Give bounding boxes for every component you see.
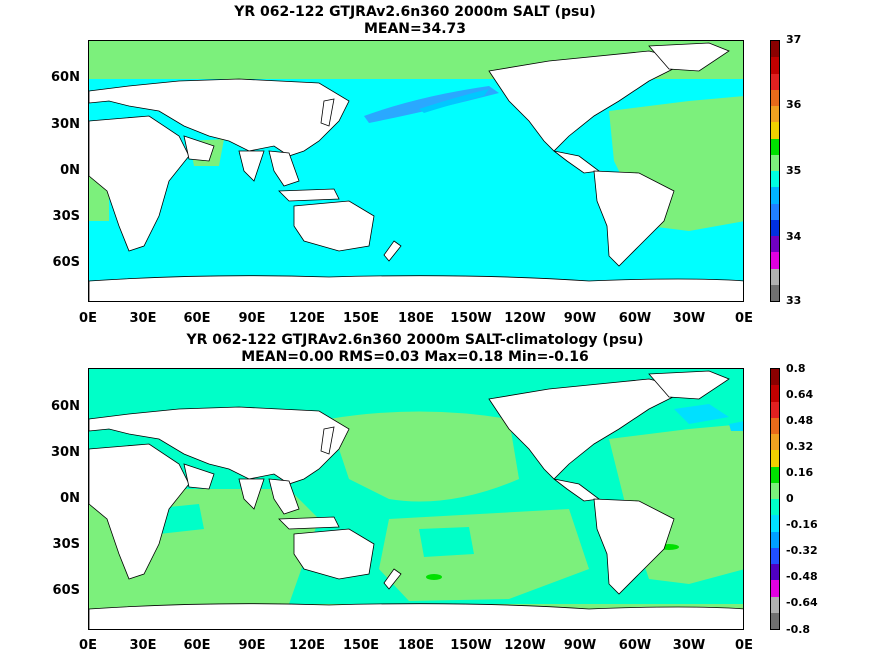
top-colorbar-label: 33 [786, 294, 802, 307]
colorbar-swatch [771, 434, 779, 451]
bottom-lon-label: 60E [183, 638, 211, 653]
bottom-lon-label: 90E [238, 638, 266, 653]
bottom-lon-label: 120W [504, 638, 546, 653]
colorbar-swatch [771, 89, 779, 106]
bottom-colorbar [770, 368, 780, 630]
colorbar-swatch [771, 187, 779, 204]
bottom-colorbar-label: 0 [786, 492, 794, 505]
top-colorbar-label: 34 [786, 230, 802, 243]
bottom-colorbar-label: 0.8 [786, 362, 806, 375]
bottom-lon-label: 180E [397, 638, 435, 653]
colorbar-swatch [771, 268, 779, 285]
colorbar-swatch [771, 401, 779, 418]
colorbar-swatch [771, 547, 779, 564]
colorbar-swatch [771, 499, 779, 516]
top-lon-label: 90E [238, 311, 266, 326]
top-lon-label: 0E [79, 311, 97, 326]
colorbar-swatch [771, 284, 779, 301]
bottom-colorbar-label: 0.16 [786, 466, 814, 479]
bottom-colorbar-label: -0.8 [786, 623, 811, 636]
colorbar-swatch [771, 450, 779, 467]
bottom-colorbar-label: 0.64 [786, 388, 814, 401]
bottom-colorbar-label: -0.16 [786, 518, 818, 531]
colorbar-swatch [771, 515, 779, 532]
top-colorbar-label: 37 [786, 33, 802, 46]
top-panel-subtitle: MEAN=34.73 [363, 21, 467, 37]
colorbar-swatch [771, 369, 779, 386]
bottom-lat-label-30n: 30N [51, 445, 80, 460]
bottom-lon-label: 90W [563, 638, 597, 653]
colorbar-swatch [771, 57, 779, 74]
top-lon-label: 90W [563, 311, 597, 326]
top-colorbar [770, 40, 780, 302]
colorbar-swatch [771, 596, 779, 613]
bottom-colorbar-label: -0.64 [786, 596, 818, 609]
colorbar-swatch [771, 236, 779, 253]
top-lon-label: 180E [397, 311, 435, 326]
bottom-colorbar-label: 0.32 [786, 440, 814, 453]
colorbar-swatch [771, 122, 779, 139]
colorbar-swatch [771, 219, 779, 236]
colorbar-swatch [771, 41, 779, 58]
colorbar-swatch [771, 612, 779, 629]
top-lat-label-30s: 30S [52, 209, 80, 224]
bottom-lat-label-30s: 30S [52, 537, 80, 552]
top-lat-label-0n: 0N [60, 163, 80, 178]
top-lon-label: 60E [183, 311, 211, 326]
bottom-lon-label: 30E [129, 638, 157, 653]
colorbar-swatch [771, 482, 779, 499]
top-salinity-map [88, 40, 744, 302]
bottom-lon-label: 120E [288, 638, 326, 653]
colorbar-swatch [771, 580, 779, 597]
colorbar-swatch [771, 252, 779, 269]
colorbar-swatch [771, 73, 779, 90]
top-colorbar-label: 35 [786, 164, 802, 177]
colorbar-swatch [771, 466, 779, 483]
top-lon-label: 0E [735, 311, 753, 326]
bottom-lon-label: 150W [450, 638, 492, 653]
colorbar-swatch [771, 154, 779, 171]
top-panel-title: YR 062-122 GTJRAv2.6n360 2000m SALT (psu… [234, 4, 596, 20]
bottom-lat-label-60n: 60N [51, 399, 80, 414]
bottom-colorbar-label: 0.48 [786, 414, 814, 427]
colorbar-swatch [771, 417, 779, 434]
top-lat-label-60n: 60N [51, 70, 80, 85]
bottom-colorbar-label: -0.32 [786, 544, 818, 557]
bottom-lon-label: 60W [618, 638, 652, 653]
colorbar-swatch [771, 385, 779, 402]
top-lon-label: 150E [342, 311, 380, 326]
top-lon-label: 120W [504, 311, 546, 326]
colorbar-swatch [771, 138, 779, 155]
bottom-panel-title: YR 062-122 GTJRAv2.6n360 2000m SALT-clim… [186, 332, 644, 348]
bottom-lat-label-0n: 0N [60, 491, 80, 506]
colorbar-swatch [771, 531, 779, 548]
bottom-lon-label: 30W [672, 638, 706, 653]
colorbar-swatch [771, 564, 779, 581]
top-lon-label: 120E [288, 311, 326, 326]
bottom-lon-label: 0E [79, 638, 97, 653]
bottom-panel-subtitle: MEAN=0.00 RMS=0.03 Max=0.18 Min=-0.16 [241, 349, 589, 365]
top-lon-label: 60W [618, 311, 652, 326]
colorbar-swatch [771, 203, 779, 220]
bottom-lon-label: 150E [342, 638, 380, 653]
bottom-lat-label-60s: 60S [52, 583, 80, 598]
colorbar-swatch [771, 106, 779, 123]
bottom-colorbar-label: -0.48 [786, 570, 818, 583]
top-colorbar-label: 36 [786, 98, 802, 111]
top-lon-label: 30W [672, 311, 706, 326]
bottom-lon-label: 0E [735, 638, 753, 653]
top-lat-label-30n: 30N [51, 117, 80, 132]
top-lat-label-60s: 60S [52, 255, 80, 270]
bottom-anomaly-map [88, 368, 744, 630]
top-lon-label: 30E [129, 311, 157, 326]
top-lon-label: 150W [450, 311, 492, 326]
colorbar-swatch [771, 171, 779, 188]
